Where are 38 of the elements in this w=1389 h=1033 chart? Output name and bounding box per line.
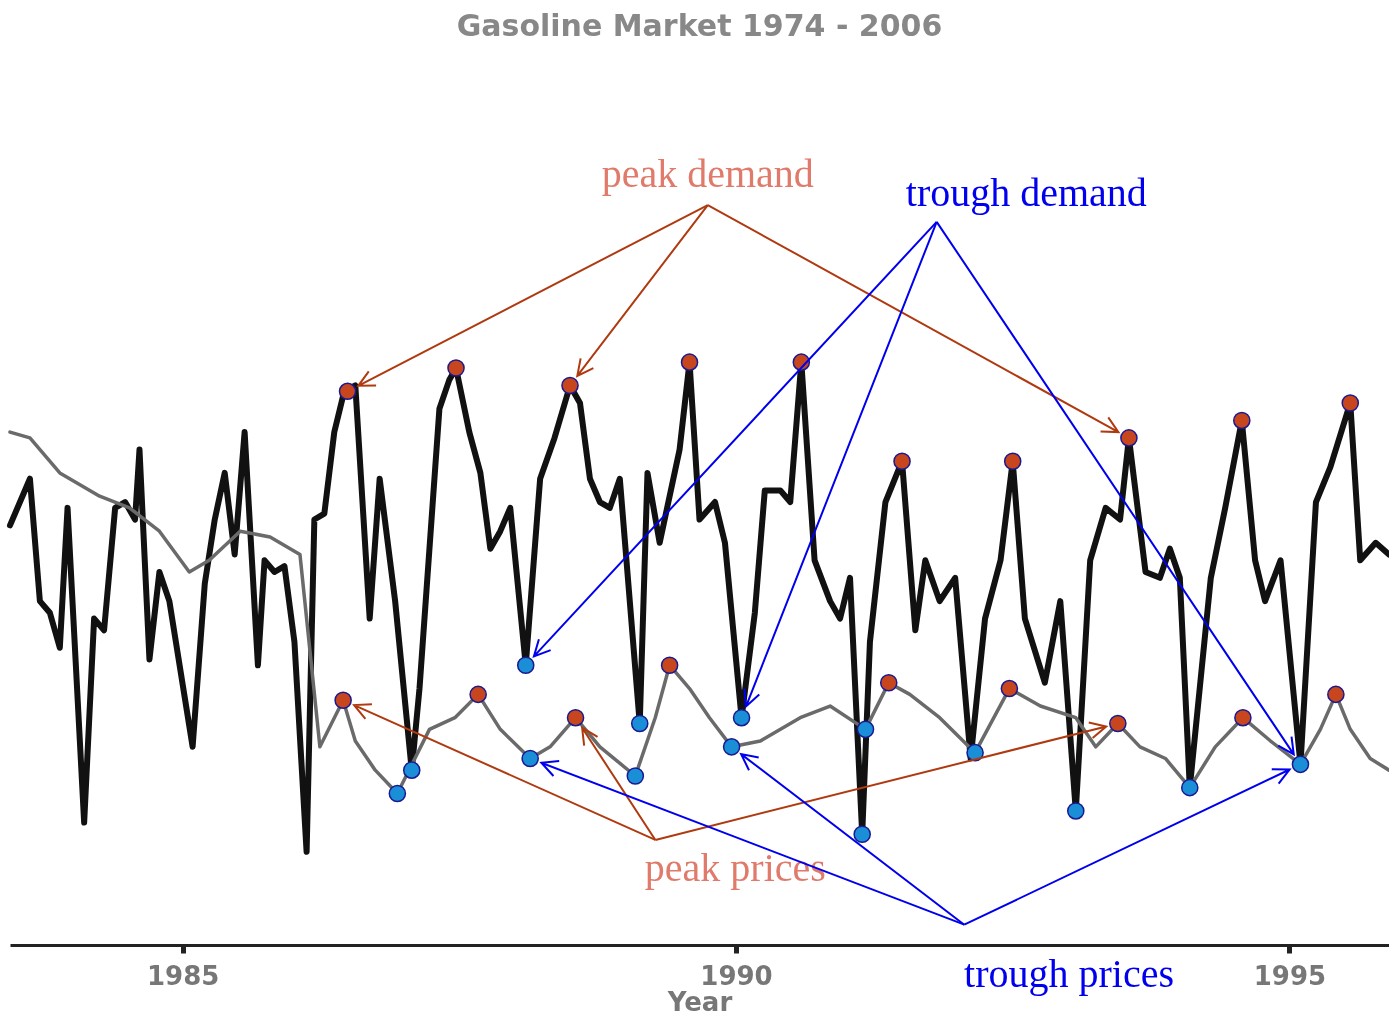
point: [1341, 394, 1360, 412]
point: [469, 685, 487, 704]
point: [732, 708, 751, 727]
point: [521, 749, 539, 768]
point: [1003, 452, 1022, 471]
point: [334, 691, 352, 709]
point: [660, 656, 679, 675]
point: [402, 761, 421, 779]
point: [338, 382, 357, 401]
text: trough prices: [964, 950, 1175, 996]
text: trough demand: [905, 170, 1147, 216]
annotation: peak prices: [644, 844, 826, 890]
point: [630, 714, 649, 733]
point: [1066, 802, 1085, 820]
point: [1291, 755, 1310, 774]
point: [1000, 679, 1019, 698]
x-tick-label: 1985: [146, 960, 220, 991]
point: [1232, 411, 1251, 430]
point: [879, 673, 898, 692]
point: [1234, 708, 1252, 727]
point: [1109, 714, 1127, 733]
point: [853, 825, 871, 844]
x-tick-label: 1995: [1253, 960, 1327, 991]
text: peak demand: [601, 150, 814, 196]
point: [893, 452, 911, 471]
point: [1327, 685, 1345, 704]
point: [566, 708, 585, 727]
chart-title: Gasoline Market 1974 - 2006: [456, 8, 943, 43]
point: [722, 738, 741, 756]
point: [626, 767, 645, 785]
point: [516, 656, 535, 675]
point: [1120, 429, 1138, 447]
point: [856, 720, 875, 739]
point: [1180, 778, 1199, 797]
point: [388, 784, 407, 803]
point: [680, 353, 699, 371]
point: [561, 376, 579, 395]
point: [447, 359, 465, 377]
